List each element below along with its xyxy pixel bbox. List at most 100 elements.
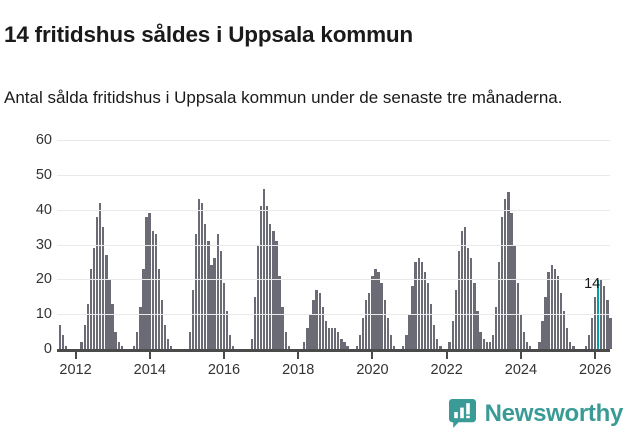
- bar: [284, 331, 287, 349]
- bar: [547, 272, 550, 349]
- bar: [111, 303, 114, 349]
- bar: [303, 342, 306, 349]
- bar: [386, 317, 389, 349]
- page-title: 14 fritidshus såldes i Uppsala kommun: [4, 22, 413, 48]
- bar: [306, 328, 309, 349]
- bar: [256, 244, 260, 349]
- x-axis-tick-label: 2026: [579, 362, 612, 378]
- bar: [414, 261, 417, 349]
- bar: [454, 289, 457, 349]
- bar: [460, 230, 464, 349]
- bar: [494, 307, 498, 349]
- gridline: [57, 279, 610, 281]
- bar: [231, 345, 235, 349]
- bar: [433, 324, 436, 349]
- bar: [92, 247, 96, 349]
- bar: [541, 321, 544, 349]
- y-axis-tick-label: 0: [43, 341, 52, 357]
- bar: [139, 307, 142, 349]
- bar: [538, 342, 541, 349]
- bar: [562, 310, 566, 349]
- bar: [343, 342, 346, 349]
- x-axis-tick-label: 2014: [133, 362, 166, 378]
- bar: [157, 268, 161, 349]
- bar: [327, 328, 331, 349]
- bar: [253, 296, 256, 349]
- x-axis-tick: [74, 352, 77, 359]
- bar: [593, 296, 597, 349]
- bar: [61, 335, 65, 349]
- newsworthy-logo-text: Newsworthy: [484, 399, 624, 427]
- bar: [114, 331, 117, 349]
- bar: [467, 247, 470, 349]
- bar: [405, 335, 408, 349]
- bar: [145, 216, 148, 349]
- bar: [204, 223, 207, 349]
- y-axis-tick-label: 50: [35, 166, 52, 183]
- gridline: [57, 244, 610, 246]
- x-axis-tick: [594, 352, 597, 359]
- bar: [337, 331, 340, 349]
- bar: [324, 321, 328, 349]
- bar: [191, 289, 195, 349]
- gridline: [57, 209, 610, 211]
- bar: [528, 345, 532, 349]
- bar: [340, 338, 343, 349]
- x-axis-tick: [297, 352, 300, 359]
- bar: [250, 338, 253, 349]
- bar: [420, 261, 423, 349]
- bar: [525, 342, 529, 349]
- bar: [262, 188, 266, 349]
- x-axis-line: [57, 349, 610, 352]
- x-axis-tick: [148, 352, 151, 359]
- bar: [120, 345, 123, 349]
- bar: [102, 227, 105, 349]
- bar: [516, 282, 519, 349]
- bar: [188, 331, 192, 349]
- bar: [105, 254, 108, 349]
- x-axis-tick-label: 2016: [207, 362, 241, 378]
- gridline: [57, 314, 610, 316]
- bar: [374, 268, 377, 349]
- bar: [569, 342, 572, 349]
- x-axis-tick: [519, 352, 522, 359]
- bar: [346, 345, 349, 349]
- bar: [330, 328, 334, 349]
- bar: [318, 293, 321, 349]
- bar: [423, 272, 427, 349]
- bar: [491, 335, 495, 349]
- newsworthy-logo[interactable]: Newsworthy: [448, 399, 624, 428]
- bar: [278, 275, 281, 349]
- bar: [559, 293, 563, 349]
- bar: [519, 314, 522, 349]
- bar: [426, 282, 430, 349]
- bar: [170, 345, 173, 349]
- bar: [154, 234, 157, 349]
- bar: [89, 268, 93, 349]
- bar: [488, 342, 492, 349]
- bar: [334, 328, 337, 349]
- bar: [507, 192, 510, 349]
- bar: [380, 282, 383, 349]
- bar: [201, 202, 204, 349]
- y-axis-tick-label: 60: [35, 132, 52, 148]
- bar: [272, 230, 275, 349]
- bar: [473, 282, 476, 349]
- bar: [99, 202, 102, 349]
- bar: [402, 345, 405, 349]
- bar: [417, 258, 420, 349]
- bar: [510, 213, 513, 349]
- bar: [315, 289, 318, 349]
- bar: [225, 310, 229, 349]
- bar: [309, 314, 312, 349]
- bar: [566, 328, 569, 349]
- bar: [216, 234, 219, 349]
- plot-area: 2012 2014 2016 2018 2020 2022 2024 2026: [57, 140, 612, 390]
- bar: [151, 230, 154, 349]
- bar: [213, 258, 216, 349]
- bar: [451, 321, 454, 349]
- bar: [439, 345, 442, 349]
- gridline: [57, 174, 610, 176]
- bar: [377, 272, 380, 349]
- page-subtitle: Antal sålda fritidshus i Uppsala kommun …: [4, 88, 563, 107]
